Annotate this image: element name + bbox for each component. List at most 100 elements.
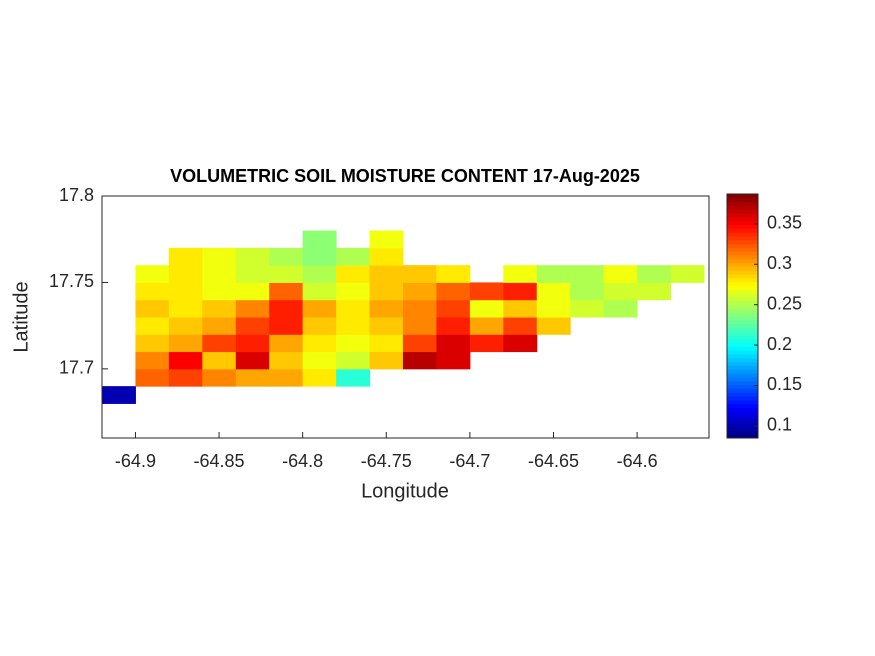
cell	[670, 265, 705, 283]
colorbar-swatch	[727, 239, 758, 245]
cell	[402, 317, 437, 335]
cell	[369, 299, 404, 318]
cell	[302, 247, 337, 266]
colorbar-tick-label: 0.3	[767, 253, 792, 273]
colorbar-swatch	[727, 373, 758, 378]
colorbar-swatch	[727, 228, 758, 233]
cell	[603, 265, 638, 283]
colorbar-swatch	[727, 369, 758, 374]
cell	[336, 282, 371, 301]
cell	[269, 351, 304, 370]
cell	[402, 265, 437, 283]
cell	[302, 265, 337, 283]
colorbar-swatch	[727, 243, 758, 248]
colorbar-swatch	[727, 415, 758, 420]
colorbar-swatch	[727, 411, 758, 416]
colorbar-swatch	[727, 430, 758, 435]
colorbar-swatch	[727, 235, 758, 241]
cell	[135, 299, 170, 318]
cell	[369, 317, 404, 335]
colorbar-swatch	[727, 258, 758, 264]
cell	[336, 299, 371, 318]
colorbar-swatch	[727, 338, 758, 344]
cell	[202, 334, 237, 353]
colorbar-swatch	[727, 434, 758, 439]
colorbar-swatch	[727, 392, 758, 397]
axes-box	[101, 195, 710, 439]
cell	[436, 265, 471, 283]
colorbar-swatch	[727, 216, 758, 222]
colorbar-swatch	[727, 384, 758, 389]
cell	[336, 247, 371, 266]
colorbar-swatch	[727, 354, 758, 359]
cell	[235, 351, 270, 370]
colorbar-swatch	[727, 365, 758, 370]
cell	[369, 282, 404, 301]
colorbar-swatch	[727, 361, 758, 367]
y-axis-label: Latitude	[10, 281, 32, 352]
cell	[202, 265, 237, 283]
cell	[168, 247, 203, 266]
cell	[302, 317, 337, 335]
colorbar-swatch	[727, 247, 758, 252]
cell	[402, 351, 437, 370]
colorbar-swatch	[727, 357, 758, 363]
colorbar-swatch	[727, 296, 758, 302]
cell	[369, 247, 404, 266]
heatmap	[102, 230, 705, 404]
cell	[469, 299, 504, 318]
cell	[135, 334, 170, 353]
colorbar-swatch	[727, 201, 758, 206]
cell	[637, 265, 672, 283]
cell	[168, 368, 203, 387]
cell	[469, 282, 504, 301]
colorbar-tick-label: 0.2	[767, 334, 792, 354]
cell	[336, 334, 371, 353]
cell	[302, 282, 337, 301]
colorbar-swatch	[727, 232, 758, 237]
colorbar-tick-label: 0.35	[767, 213, 802, 233]
chart-title: VOLUMETRIC SOIL MOISTURE CONTENT 17-Aug-…	[170, 166, 640, 186]
cell	[235, 247, 270, 266]
colorbar-swatch	[727, 205, 758, 210]
cell	[202, 317, 237, 335]
colorbar-swatch	[727, 262, 758, 267]
x-tick-label: -64.6	[617, 451, 658, 471]
cell	[469, 334, 504, 353]
colorbar-swatch	[727, 426, 758, 431]
cell	[570, 282, 605, 301]
cell	[235, 317, 270, 335]
cell	[269, 265, 304, 283]
cell	[402, 282, 437, 301]
cell	[235, 334, 270, 353]
colorbar-swatch	[727, 350, 758, 355]
cell	[336, 317, 371, 335]
colorbar-swatch	[727, 327, 758, 332]
cell	[402, 299, 437, 318]
cell	[503, 282, 538, 301]
colorbar-swatch	[727, 277, 758, 283]
cell	[436, 351, 471, 370]
cell	[168, 265, 203, 283]
cell	[168, 351, 203, 370]
cell	[302, 351, 337, 370]
cell	[436, 282, 471, 301]
cell	[503, 317, 538, 335]
cell	[202, 299, 237, 318]
cell	[202, 351, 237, 370]
cell	[302, 230, 337, 249]
cell	[536, 265, 571, 283]
cell	[637, 282, 672, 301]
colorbar-swatch	[727, 293, 758, 298]
cell	[269, 299, 304, 318]
cell	[235, 265, 270, 283]
cell	[369, 265, 404, 283]
colorbar-swatch	[727, 255, 758, 260]
colorbar-swatch	[727, 289, 758, 294]
colorbar-swatch	[727, 388, 758, 393]
x-axis-label: Longitude	[361, 480, 449, 502]
colorbar-swatch	[727, 422, 758, 428]
cell	[135, 317, 170, 335]
cell	[570, 299, 605, 318]
